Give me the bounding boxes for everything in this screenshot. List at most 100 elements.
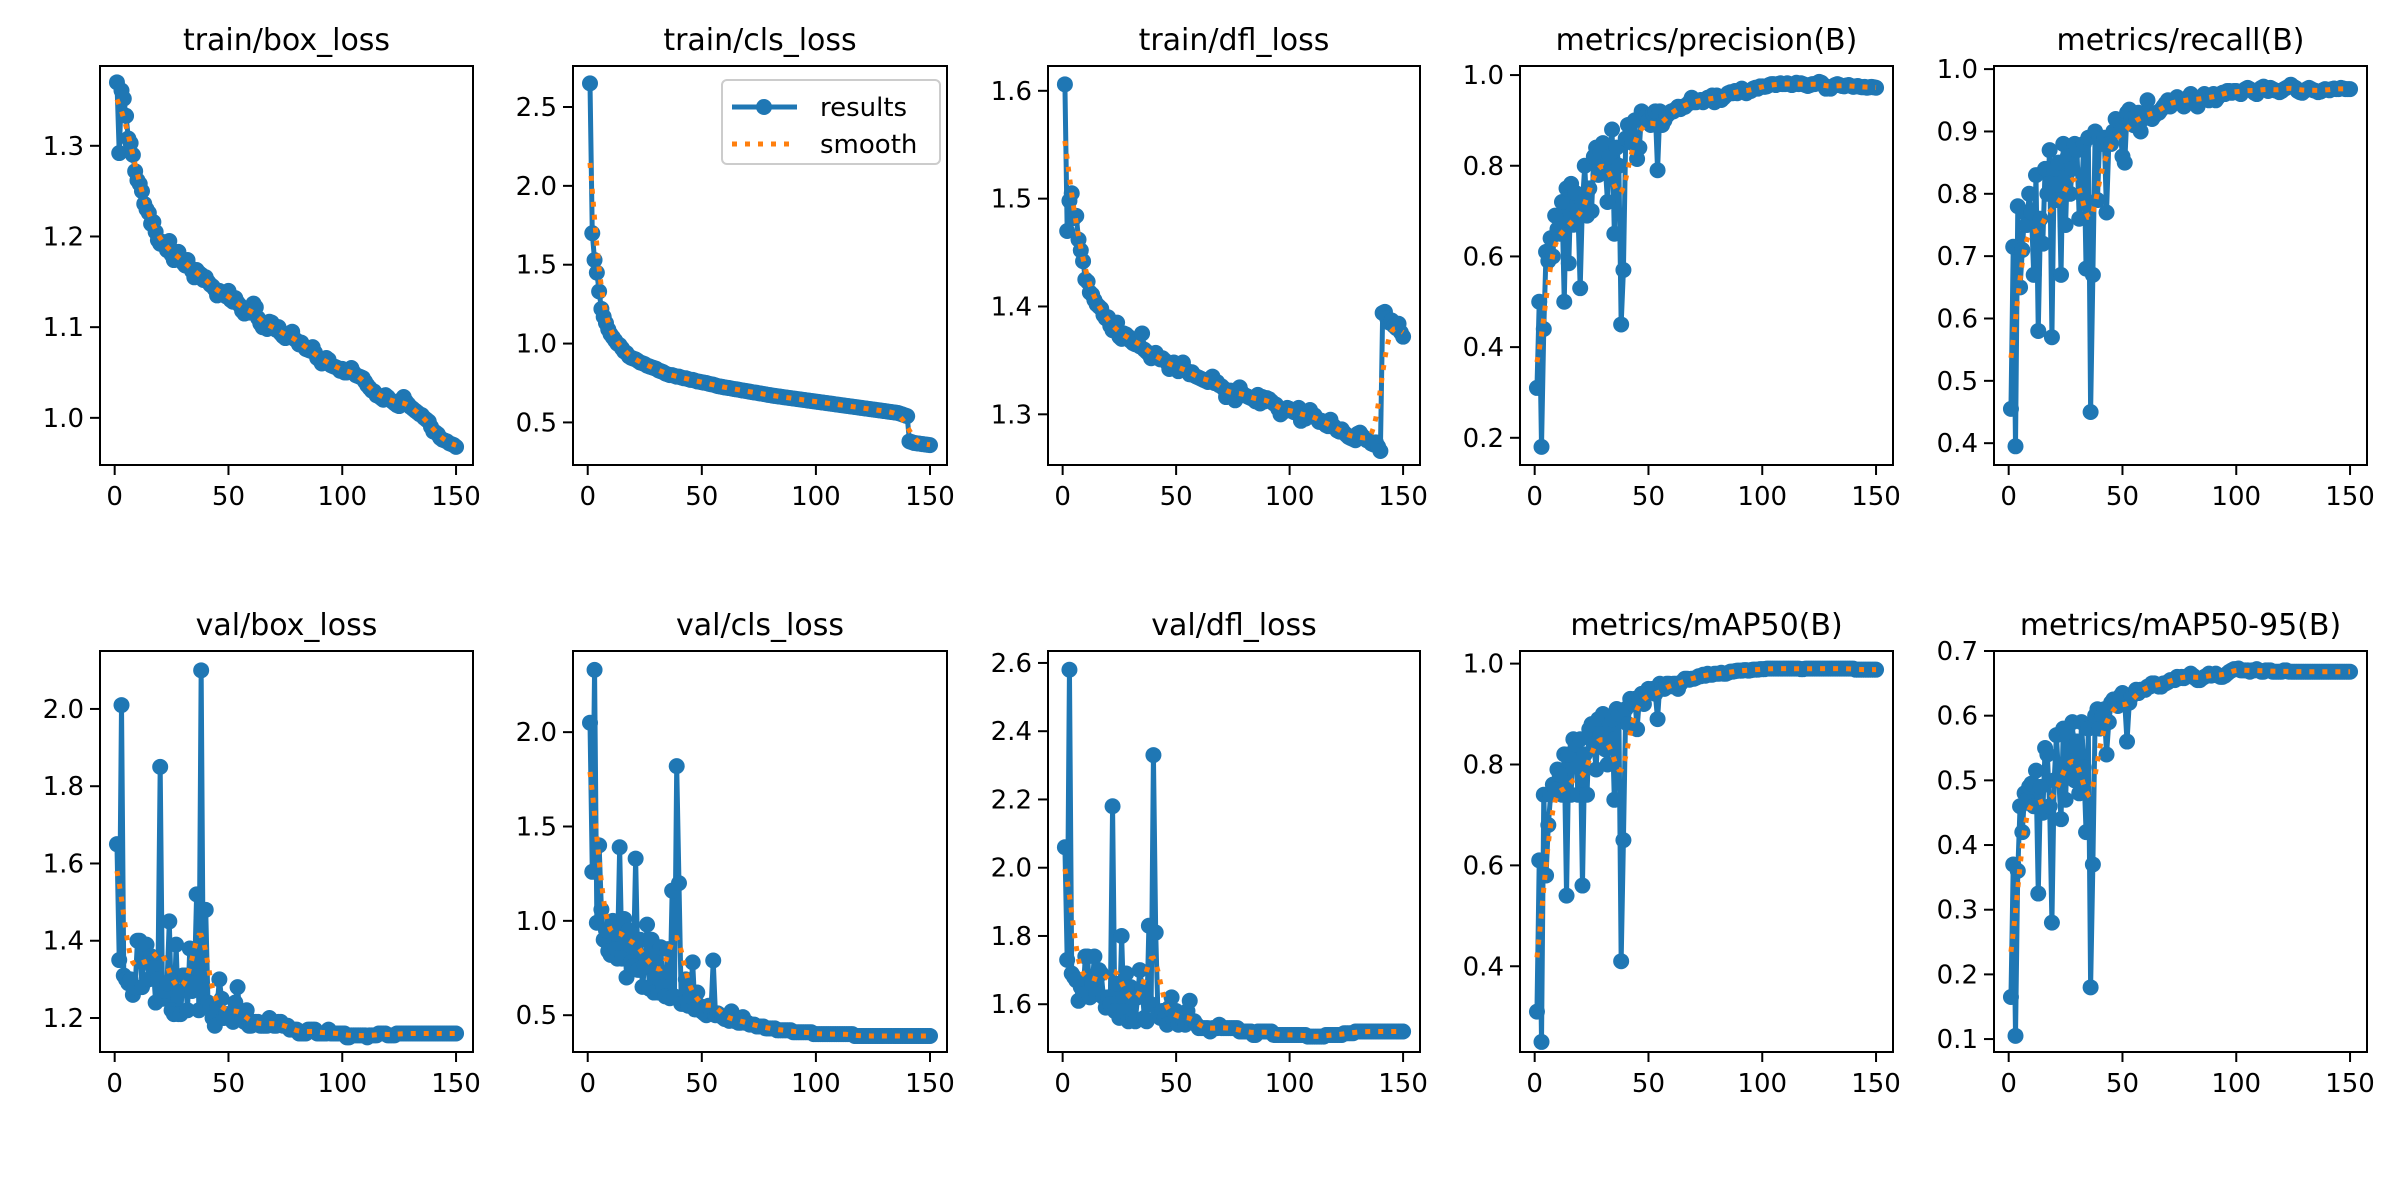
- smooth-line: [1534, 666, 1877, 958]
- subplot-title: val/cls_loss: [676, 608, 844, 643]
- y-tick-label: 1.0: [1937, 55, 1978, 85]
- y-tick-label: 0.5: [1937, 367, 1978, 397]
- results-point: [620, 922, 637, 939]
- plot-area: [1528, 660, 1885, 1050]
- results-point: [1649, 162, 1666, 179]
- legend-results-label: results: [820, 93, 907, 123]
- results-point: [1551, 766, 1568, 783]
- results-point: [2116, 154, 2133, 171]
- results-point: [213, 990, 230, 1007]
- results-point: [2089, 192, 2106, 209]
- results-point: [1579, 786, 1596, 803]
- results-point: [1556, 293, 1573, 310]
- results-point: [582, 75, 598, 92]
- plot-area: [108, 662, 465, 1046]
- y-tick-label: 0.9: [1937, 117, 1978, 147]
- results-point: [2002, 400, 2019, 417]
- results-point: [1147, 924, 1164, 941]
- results-point: [1163, 989, 1180, 1006]
- x-tick-label: 0: [1526, 1069, 1543, 1099]
- results-point: [2103, 135, 2120, 152]
- results-point: [591, 283, 608, 300]
- subplot-metrics-map50-95-b: metrics/mAP50-95(B) 0 50 100 150 0.1 0.2 0.3 0.4…: [1937, 608, 2375, 1099]
- results-point: [922, 437, 938, 454]
- subplot-metrics-map50-b: metrics/mAP50(B) 0 50 100 150 0.4 0.6 0.8 1.0: [1463, 608, 1901, 1099]
- smooth-line: [587, 771, 930, 1039]
- results-point: [677, 971, 694, 988]
- x-tick-label: 150: [431, 482, 481, 512]
- results-point: [2064, 160, 2081, 177]
- results-point: [1059, 222, 1076, 239]
- results-point: [2034, 235, 2051, 252]
- subplot-title: metrics/mAP50-95(B): [2020, 608, 2341, 643]
- results-point: [2082, 979, 2099, 996]
- results-point: [1104, 798, 1121, 815]
- results-point: [1059, 951, 1076, 968]
- y-tick-label: 0.6: [1937, 304, 1978, 334]
- y-tick-label: 1.5: [991, 185, 1032, 215]
- y-tick-label: 1.3: [991, 400, 1032, 430]
- subplot-title: val/box_loss: [196, 608, 378, 643]
- y-tick-label: 0.5: [516, 408, 557, 438]
- x-tick-label: 50: [2106, 482, 2139, 512]
- plot-area: [582, 661, 938, 1044]
- results-point: [922, 1027, 938, 1044]
- subplot-title: metrics/mAP50(B): [1570, 608, 1842, 643]
- subplot-title: val/dfl_loss: [1151, 608, 1316, 643]
- results-point: [2021, 185, 2038, 202]
- subplot-train-dfl-loss: train/dfl_loss 0 50 100 150 1.3 1.4 1.5 1.6: [991, 23, 1428, 512]
- axes-frame: [1519, 650, 1894, 1053]
- results-point: [582, 714, 598, 731]
- axes-frame: [572, 650, 948, 1053]
- results-point: [1086, 948, 1103, 965]
- smooth-line: [114, 870, 457, 1039]
- results-point: [2080, 720, 2097, 737]
- results-point: [1061, 661, 1078, 678]
- results-point: [611, 839, 628, 856]
- y-tick-label: 0.4: [1937, 831, 1978, 861]
- results-point: [2082, 404, 2099, 421]
- axes-frame: [1519, 65, 1894, 466]
- x-tick-label: 150: [905, 1069, 955, 1099]
- y-tick-label: 1.0: [1463, 650, 1504, 680]
- x-tick-label: 50: [212, 482, 245, 512]
- results-point: [193, 662, 210, 679]
- results-point: [1113, 927, 1130, 944]
- y-tick-label: 0.5: [1937, 766, 1978, 796]
- results-point: [188, 886, 205, 903]
- legend-smooth-label: smooth: [820, 130, 917, 160]
- results-point: [639, 916, 656, 933]
- y-tick-label: 0.7: [1937, 242, 1978, 272]
- x-tick-label: 100: [2211, 482, 2261, 512]
- x-tick-label: 150: [1851, 482, 1901, 512]
- results-point: [2007, 438, 2024, 455]
- y-tick-label: 0.4: [1463, 952, 1504, 982]
- results-point: [2342, 81, 2359, 98]
- results-point: [111, 145, 128, 162]
- results-point: [211, 971, 228, 988]
- results-point: [1533, 1033, 1550, 1050]
- smooth-line: [1534, 81, 1877, 363]
- plot-area: [1056, 76, 1412, 459]
- results-point: [1610, 157, 1627, 174]
- results-point: [2032, 210, 2049, 227]
- results-point: [2057, 791, 2074, 808]
- results-point: [161, 913, 178, 930]
- y-tick-label: 1.6: [43, 849, 84, 879]
- subplot-train-box-loss: train/box_loss 0 50 100 150 1.0 1.1 1.2 1.3: [43, 23, 481, 512]
- results-point: [1056, 76, 1073, 93]
- results-point: [2078, 824, 2095, 841]
- y-tick-label: 1.0: [516, 907, 557, 937]
- smooth-line: [2008, 667, 2351, 953]
- y-tick-label: 1.6: [991, 990, 1032, 1020]
- subplot-metrics-precision-b: metrics/precision(B) 0 50 100 150 0.2 0.4 0.6 0.…: [1463, 23, 1901, 512]
- results-point: [2048, 192, 2065, 209]
- plot-area: [108, 74, 465, 455]
- legend-box: [721, 79, 941, 165]
- y-tick-label: 0.2: [1463, 424, 1504, 454]
- x-tick-label: 100: [791, 1069, 841, 1099]
- subplot-val-box-loss: val/box_loss 0 50 100 150 1.2 1.4 1.6 1.8 2.0: [43, 608, 481, 1099]
- results-point: [1131, 962, 1148, 979]
